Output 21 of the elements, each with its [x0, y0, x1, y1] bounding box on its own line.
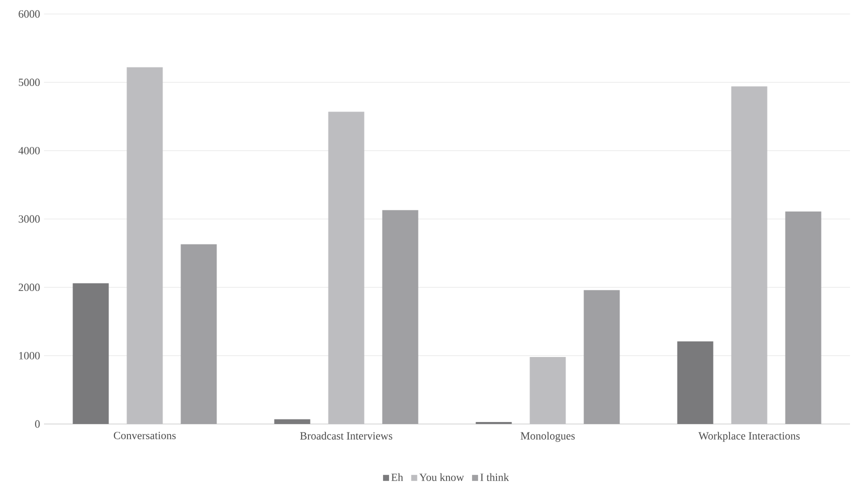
- bar: [382, 210, 418, 424]
- x-tick-label: Monologues: [520, 432, 575, 442]
- legend-label: You know: [419, 473, 464, 481]
- y-tick-label: 0: [35, 420, 40, 428]
- bar: [274, 419, 310, 424]
- x-tick-label: Broadcast Interviews: [300, 432, 392, 440]
- bar: [584, 290, 620, 424]
- y-tick-label: 3000: [18, 215, 40, 223]
- bar: [180, 244, 217, 424]
- y-tick-label: 6000: [18, 10, 40, 18]
- y-tick-label: 4000: [18, 146, 40, 154]
- y-tick-label: 2000: [18, 284, 40, 292]
- legend-label: Eh: [391, 473, 404, 481]
- x-tick-label: Workplace Interactions: [698, 432, 800, 442]
- bar: [677, 341, 714, 424]
- bar: [72, 283, 109, 424]
- y-tick-label: 1000: [19, 352, 40, 360]
- bar: [785, 211, 822, 424]
- x-tick-label: Conversations: [114, 432, 176, 440]
- y-tick-label: 5000: [18, 78, 40, 86]
- legend-label: I think: [480, 473, 509, 481]
